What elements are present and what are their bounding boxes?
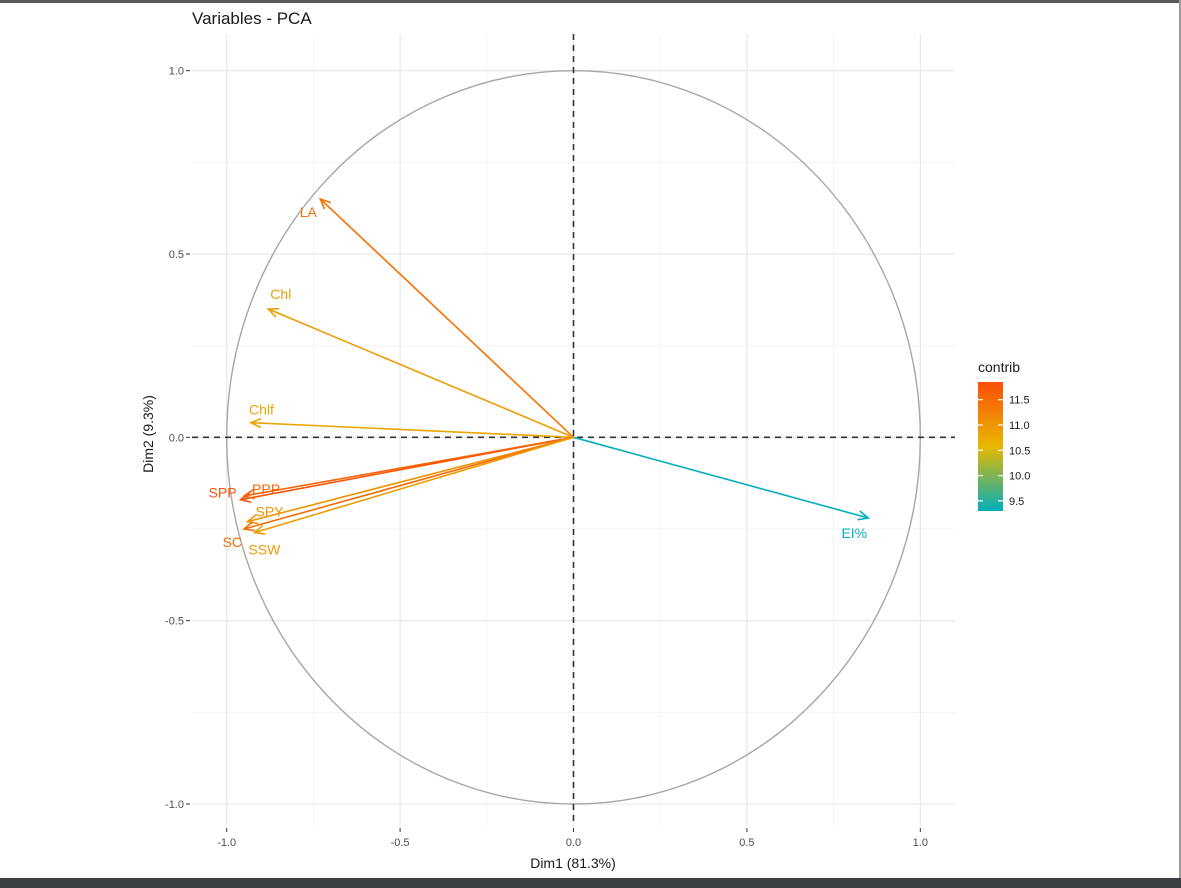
variable-labels: LA Chl Chlf SPP PPP SPY SC SSW EI% <box>209 204 868 558</box>
variable-label-sc: SC <box>223 534 242 550</box>
x-tick-label: -1.0 <box>217 837 236 849</box>
arrow-chl <box>267 308 574 439</box>
y-axis-title: Dim2 (9.3%) <box>140 395 156 473</box>
x-axis-title: Dim1 (81.3%) <box>530 855 616 871</box>
variable-label-chlf: Chlf <box>249 402 274 418</box>
y-tick-label: -1.0 <box>165 799 184 811</box>
y-tick-label: 1.0 <box>169 66 184 78</box>
arrow-eipct <box>573 436 869 519</box>
arrowhead-chlf <box>248 417 262 429</box>
variable-label-la: LA <box>300 204 318 220</box>
x-tick-label: 0.5 <box>739 837 754 849</box>
legend-tick-label: 9.5 <box>1009 496 1024 508</box>
variable-label-spy: SPY <box>255 504 284 520</box>
variable-arrows <box>238 197 871 535</box>
arrow-ssw <box>254 436 574 534</box>
arrow-chlf <box>250 421 574 439</box>
arrow-sc <box>243 436 574 530</box>
arrowhead-spy <box>245 514 259 525</box>
arrow-ppp <box>243 436 574 497</box>
arrowhead-ssw <box>252 524 266 535</box>
y-tick-label: -0.5 <box>165 616 184 628</box>
reference-lines <box>192 34 955 826</box>
arrow-la <box>319 198 575 438</box>
arrowhead-la <box>318 197 331 210</box>
axes: -1.0 -0.5 0.0 0.5 1.0 -1.0 -0.5 0.0 0.5 1.0 <box>165 66 928 849</box>
y-tick-label: 0.0 <box>169 432 184 444</box>
legend-colorbar <box>978 382 1003 511</box>
variable-label-ssw: SSW <box>248 542 281 558</box>
window-top-border <box>0 0 1181 3</box>
legend-tick-label: 10.5 <box>1009 445 1030 457</box>
legend-title: contrib <box>978 359 1020 375</box>
variable-label-spp: SPP <box>209 485 237 501</box>
arrowhead-sc <box>242 521 256 532</box>
legend-tick-label: 11.5 <box>1009 395 1030 407</box>
arrow-spy <box>247 436 574 523</box>
x-tick-label: 1.0 <box>913 837 928 849</box>
legend-tick-label: 10.0 <box>1009 471 1030 483</box>
chart-title: Variables - PCA <box>192 9 312 28</box>
window-right-border <box>1179 0 1181 878</box>
variable-label-ppp: PPP <box>252 481 280 497</box>
variable-label-chl: Chl <box>270 286 291 302</box>
arrowhead-ppp <box>242 489 255 500</box>
x-tick-label: -0.5 <box>391 837 410 849</box>
arrowhead-eipct <box>857 510 871 521</box>
legend-tick-label: 11.0 <box>1009 420 1030 432</box>
y-tick-label: 0.5 <box>169 249 184 261</box>
arrowhead-chl <box>266 307 280 318</box>
variable-label-eipct: EI% <box>841 525 867 541</box>
x-tick-label: 0.0 <box>566 837 581 849</box>
taskbar-strip <box>0 878 1181 888</box>
legend: contrib 9.5 10.0 10.5 11.0 11.5 <box>978 359 1030 511</box>
